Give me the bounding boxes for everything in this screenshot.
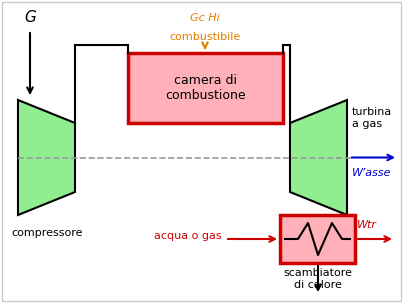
Text: camera di
combustione: camera di combustione — [165, 74, 246, 102]
Text: combustibile: combustibile — [169, 32, 241, 42]
Text: compressore: compressore — [11, 228, 83, 238]
Text: G: G — [24, 11, 36, 25]
FancyBboxPatch shape — [128, 53, 283, 123]
Text: scambiatore
di calore: scambiatore di calore — [283, 268, 352, 290]
Text: turbina
a gas: turbina a gas — [352, 107, 392, 129]
Text: Wtr: Wtr — [357, 220, 377, 230]
FancyBboxPatch shape — [280, 215, 355, 263]
Text: acqua o gas: acqua o gas — [154, 231, 222, 241]
Polygon shape — [290, 100, 347, 215]
Polygon shape — [18, 100, 75, 215]
Text: W’asse: W’asse — [352, 168, 391, 178]
Text: Gc Hi: Gc Hi — [190, 13, 220, 23]
